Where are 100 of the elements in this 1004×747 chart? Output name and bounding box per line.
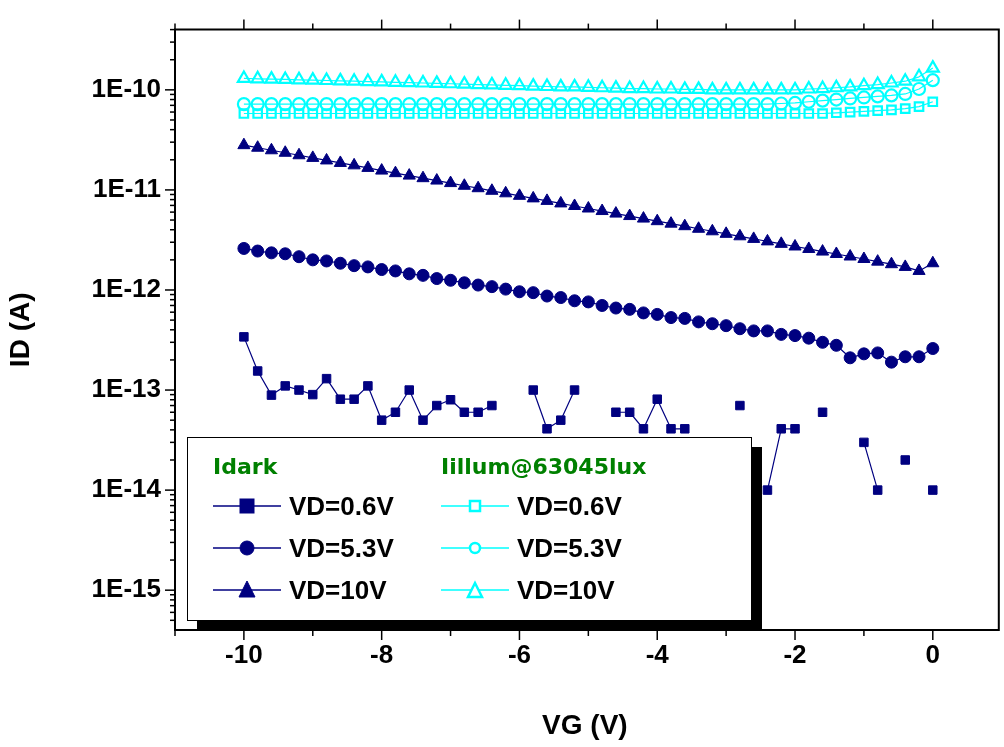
point xyxy=(473,407,483,417)
point xyxy=(651,108,663,119)
point xyxy=(238,108,250,119)
point xyxy=(251,244,265,258)
point xyxy=(542,424,552,434)
point xyxy=(678,311,692,325)
point xyxy=(305,97,320,112)
point xyxy=(363,381,373,391)
point xyxy=(416,268,430,282)
point xyxy=(636,211,651,223)
point xyxy=(361,260,375,274)
point xyxy=(774,81,789,95)
point xyxy=(388,97,403,112)
point xyxy=(829,338,843,352)
point xyxy=(829,79,844,93)
point xyxy=(595,203,609,216)
point xyxy=(733,228,747,241)
point xyxy=(732,97,747,112)
point xyxy=(844,106,856,118)
point xyxy=(911,68,927,82)
point xyxy=(429,75,444,88)
point xyxy=(815,93,830,108)
point xyxy=(705,317,719,331)
point xyxy=(553,78,568,92)
point xyxy=(348,108,360,119)
point xyxy=(898,73,913,86)
point xyxy=(581,79,596,92)
point xyxy=(499,185,513,198)
point xyxy=(871,254,885,266)
point xyxy=(636,97,651,112)
point xyxy=(555,108,567,119)
point xyxy=(898,350,912,364)
point xyxy=(429,97,444,112)
point xyxy=(787,95,803,111)
point xyxy=(554,195,568,208)
point xyxy=(801,80,816,94)
point xyxy=(871,346,885,360)
point xyxy=(760,324,774,338)
x-tick-label: -2 xyxy=(783,638,807,669)
point xyxy=(595,97,610,112)
y-axis-title: ID (A) xyxy=(3,292,35,368)
point xyxy=(596,108,608,119)
point xyxy=(374,73,389,87)
point xyxy=(319,97,334,112)
point xyxy=(541,108,553,119)
point xyxy=(680,424,690,434)
point xyxy=(320,152,334,165)
point xyxy=(390,407,401,417)
point xyxy=(624,407,635,417)
point xyxy=(402,97,417,112)
point xyxy=(747,231,761,243)
point xyxy=(911,81,927,97)
point xyxy=(748,108,760,119)
point xyxy=(816,244,830,256)
point xyxy=(376,415,387,425)
point xyxy=(650,97,665,112)
point xyxy=(457,97,472,112)
point xyxy=(802,331,816,345)
point xyxy=(816,335,830,349)
point xyxy=(486,108,498,119)
point xyxy=(321,108,332,119)
point xyxy=(595,298,609,312)
point xyxy=(252,366,263,376)
point xyxy=(264,142,279,155)
point xyxy=(581,201,595,213)
point xyxy=(803,108,815,119)
point xyxy=(360,73,376,87)
point xyxy=(760,81,775,95)
point xyxy=(884,256,899,269)
point xyxy=(664,311,678,325)
point xyxy=(278,145,292,157)
point xyxy=(278,71,293,85)
point xyxy=(430,272,444,286)
point xyxy=(817,108,828,119)
point xyxy=(526,78,541,91)
point xyxy=(361,160,375,172)
point xyxy=(418,415,428,425)
point xyxy=(526,286,540,300)
point xyxy=(735,400,745,411)
y-tick-label: 1E-13 xyxy=(91,373,161,404)
point xyxy=(775,108,787,119)
point xyxy=(237,241,251,255)
point xyxy=(291,97,307,112)
point xyxy=(292,250,306,264)
point xyxy=(720,108,732,119)
point xyxy=(374,97,389,112)
point xyxy=(485,280,499,294)
point xyxy=(487,400,497,411)
point xyxy=(539,78,555,92)
point xyxy=(636,80,651,94)
point xyxy=(707,108,718,119)
point xyxy=(539,97,555,112)
point xyxy=(376,108,388,119)
point xyxy=(884,88,899,103)
point xyxy=(431,108,443,119)
point xyxy=(471,278,485,292)
point xyxy=(294,385,304,395)
point xyxy=(762,108,773,119)
point xyxy=(663,97,679,112)
point xyxy=(927,96,939,108)
